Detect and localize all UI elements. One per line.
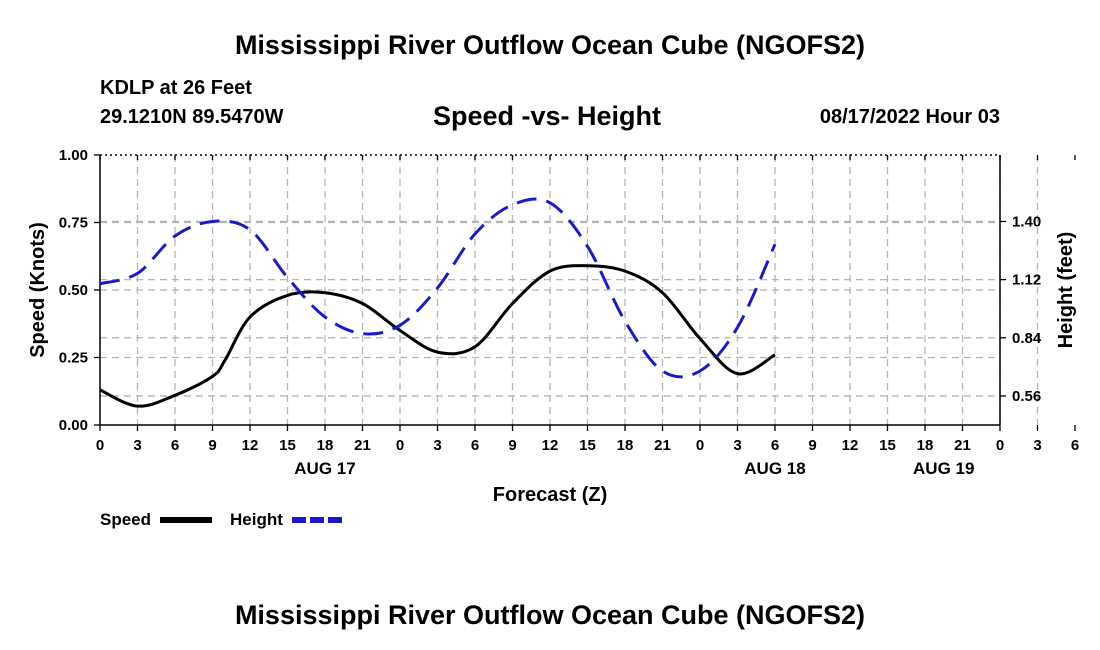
x-tick-label: 6	[1071, 437, 1079, 454]
legend-speed-label: Speed	[100, 510, 152, 529]
x-axis-title: Forecast (Z)	[493, 484, 607, 506]
x-tick-label: 12	[242, 437, 259, 454]
chart-title: Speed -vs- Height	[433, 101, 662, 131]
series-line-height	[99, 197, 777, 379]
x-tick-label: 21	[654, 437, 671, 454]
x-tick-label: 0	[996, 437, 1004, 454]
x-tick-label: 6	[771, 437, 779, 454]
x-tick-label: 0	[696, 437, 704, 454]
y-tick-label: 0.25	[59, 350, 88, 367]
x-tick-label: 18	[917, 437, 934, 454]
location-coordinates: 29.1210N 89.5470W	[100, 106, 284, 128]
footer-title: Mississippi River Outflow Ocean Cube (NG…	[234, 600, 866, 630]
series-line-speed	[99, 264, 776, 408]
legend-height-label: Height	[230, 510, 283, 529]
y2-tick-label: 0.56	[1012, 388, 1041, 405]
x-tick-label: 6	[171, 437, 179, 454]
x-tick-label: 21	[954, 437, 971, 454]
x-tick-label: 3	[433, 437, 441, 454]
x-tick-label: 18	[617, 437, 634, 454]
x-tick-label: 15	[279, 437, 296, 454]
y-tick-label: 0.50	[59, 282, 88, 299]
y2-axis-title: Height (feet)	[1055, 232, 1077, 349]
x-tick-label: 3	[1033, 437, 1041, 454]
date-label: AUG 18	[744, 459, 805, 478]
y-axis-title: Speed (Knots)	[27, 222, 49, 358]
x-tick-label: 9	[208, 437, 216, 454]
x-tick-label: 15	[879, 437, 896, 454]
date-label: AUG 17	[294, 459, 355, 478]
x-tick-label: 15	[579, 437, 596, 454]
y2-tick-label: 1.12	[1012, 272, 1041, 289]
forecast-datetime: 08/17/2022 Hour 03	[819, 106, 1000, 128]
x-tick-label: 18	[317, 437, 334, 454]
x-tick-label: 3	[133, 437, 141, 454]
x-tick-label: 9	[808, 437, 816, 454]
x-tick-label: 9	[508, 437, 516, 454]
x-tick-label: 6	[471, 437, 479, 454]
y-tick-label: 1.00	[59, 147, 88, 164]
y-tick-label: 0.75	[59, 215, 88, 232]
x-tick-label: 3	[733, 437, 741, 454]
x-tick-label: 0	[396, 437, 404, 454]
x-tick-label: 0	[96, 437, 104, 454]
x-tick-label: 12	[842, 437, 859, 454]
y-tick-label: 0.00	[59, 417, 88, 434]
page-title: Mississippi River Outflow Ocean Cube (NG…	[234, 30, 866, 60]
y2-tick-label: 0.84	[1012, 330, 1042, 347]
station-label: KDLP at 26 Feet	[100, 77, 252, 99]
x-tick-label: 21	[354, 437, 371, 454]
x-tick-label: 12	[542, 437, 559, 454]
date-label: AUG 19	[913, 459, 974, 478]
y2-tick-label: 1.40	[1012, 213, 1041, 230]
